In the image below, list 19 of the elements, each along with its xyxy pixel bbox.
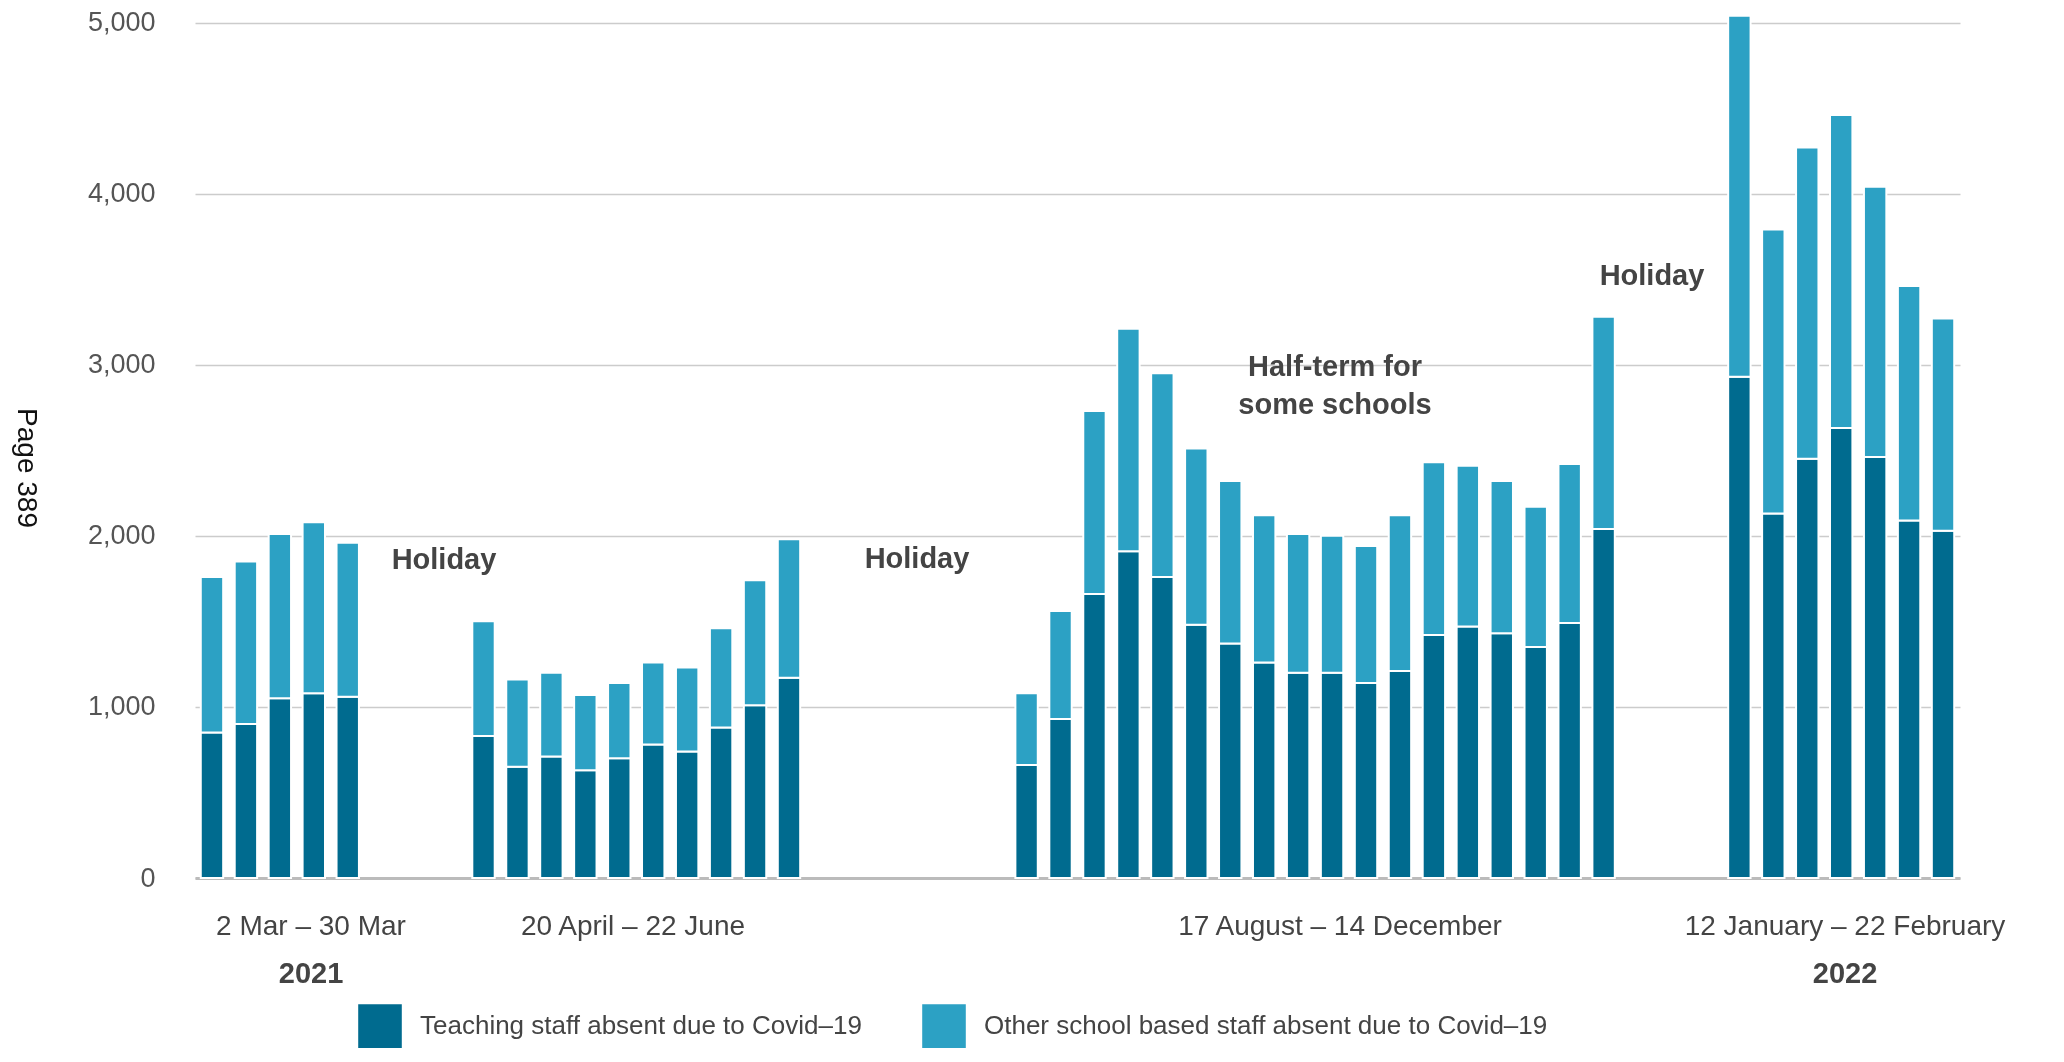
text: 2 Mar – 30 Mar xyxy=(216,910,406,941)
y-tick-label: 5,000 xyxy=(87,7,156,38)
text: 2022 xyxy=(1812,957,1878,989)
text: 2021 xyxy=(278,957,344,989)
legend-label: Other school based staff absent due to Covid–19 xyxy=(984,1010,1548,1041)
annotation: Holiday xyxy=(391,543,497,575)
y-tick-label: 0 xyxy=(140,862,156,893)
y-tick-label: 2,000 xyxy=(87,520,156,551)
annotation: Holiday xyxy=(864,542,970,574)
annotation: Half-term for some schools xyxy=(1238,350,1432,420)
annotation: Holiday xyxy=(1599,259,1705,291)
y-tick-label: 4,000 xyxy=(87,178,156,209)
text: 12 January – 22 February xyxy=(1684,910,2006,941)
y-tick-label: 1,000 xyxy=(87,691,156,722)
text: 17 August – 14 December xyxy=(1178,910,1502,941)
legend-label: Teaching staff absent due to Covid–19 xyxy=(420,1010,862,1041)
y-tick-label: 3,000 xyxy=(87,349,156,380)
text: 20 April – 22 June xyxy=(520,910,746,941)
text: Page 389 xyxy=(12,408,43,528)
